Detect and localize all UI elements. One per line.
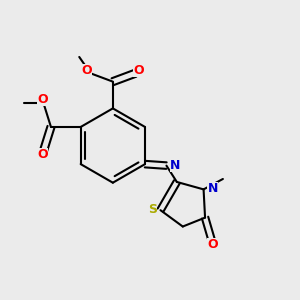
Text: N: N [207,182,218,195]
Text: O: O [37,148,48,161]
Text: O: O [37,92,48,106]
Text: O: O [207,238,217,250]
Text: N: N [170,158,181,172]
Text: O: O [82,64,92,77]
Text: O: O [134,64,144,77]
Text: S: S [148,203,157,216]
